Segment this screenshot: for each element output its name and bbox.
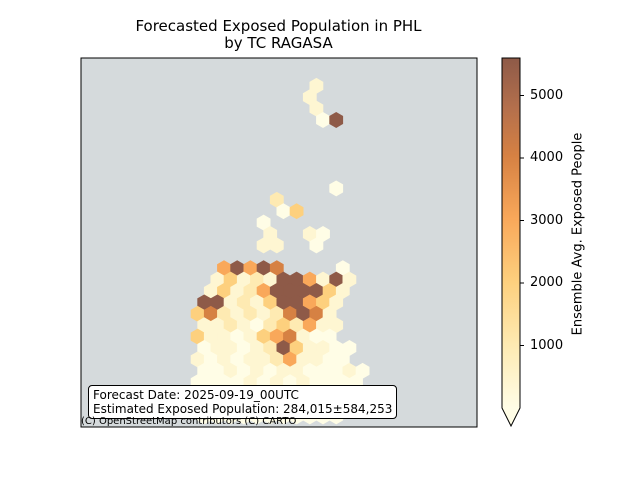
hex-cell [289, 203, 304, 220]
colorbar-tick-label: 3000 [530, 212, 564, 228]
colorbar-extend-triangle [502, 408, 520, 426]
map-attribution: (C) OpenStreetMap contributors (C) CARTO [81, 416, 297, 427]
colorbar-outline [501, 57, 521, 428]
chart-subtitle: by TC RAGASA [224, 34, 333, 52]
colorbar-tick-label: 5000 [530, 87, 564, 103]
colorbar-tick-label: 1000 [530, 337, 564, 353]
hex-cell [309, 237, 324, 254]
hex-cell [329, 180, 344, 197]
plot-frame [80, 57, 478, 428]
colorbar-tick-label: 2000 [530, 275, 564, 290]
exposed-population: Estimated Exposed Population: 284,015±58… [93, 402, 393, 416]
info-box: Forecast Date: 2025-09-19_00UTC Estimate… [88, 385, 398, 419]
colorbar-tick-label: 4000 [530, 150, 564, 165]
hex-cell [269, 237, 284, 254]
chart-title: Forecasted Exposed Population in PHL [135, 17, 422, 35]
colorbar [502, 58, 520, 408]
hex-cell [329, 112, 344, 128]
forecast-date: Forecast Date: 2025-09-19_00UTC [93, 388, 299, 402]
colorbar-label: Ensemble Avg. Exposed People [570, 132, 586, 336]
